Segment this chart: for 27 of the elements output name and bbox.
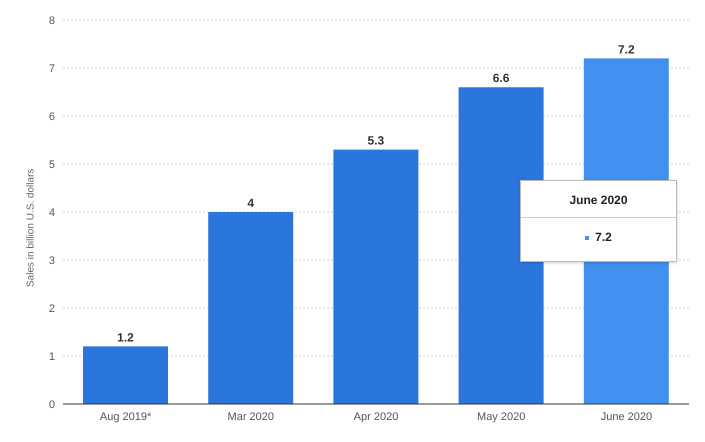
data-label: 5.3 bbox=[368, 134, 385, 148]
tooltip-box: June 2020 7.2 bbox=[520, 180, 677, 262]
x-tick-label: Mar 2020 bbox=[228, 410, 274, 423]
bar bbox=[83, 346, 168, 404]
y-tick-label: 0 bbox=[48, 398, 55, 411]
y-tick-label: 8 bbox=[48, 14, 55, 27]
annotation: June 2020 bbox=[521, 181, 676, 218]
x-tick-label: June 2020 bbox=[600, 410, 652, 423]
y-tick-label: 3 bbox=[48, 254, 55, 267]
data-label: 4 bbox=[247, 196, 254, 210]
y-tick-label: 2 bbox=[48, 302, 55, 315]
data-label: 6.6 bbox=[492, 71, 510, 86]
bar bbox=[208, 212, 294, 404]
data-label: 7.2 bbox=[618, 42, 635, 56]
y-axis-title: Sales in billion U.S. dollars bbox=[26, 168, 37, 287]
x-tick-label: May 2020 bbox=[477, 410, 526, 423]
bar bbox=[333, 150, 418, 404]
y-tick-label: 6 bbox=[48, 110, 55, 123]
bar bbox=[458, 87, 544, 404]
x-tick-label: Aug 2019* bbox=[100, 410, 152, 423]
x-tick-label: Apr 2020 bbox=[354, 410, 398, 423]
y-tick-label: 5 bbox=[48, 158, 55, 171]
y-tick-label: 4 bbox=[48, 206, 55, 219]
annotation: 7.2 bbox=[594, 229, 613, 244]
data-label: 1.2 bbox=[117, 330, 134, 344]
y-tick-label: 7 bbox=[48, 62, 55, 75]
y-tick-label: 1 bbox=[48, 350, 55, 363]
